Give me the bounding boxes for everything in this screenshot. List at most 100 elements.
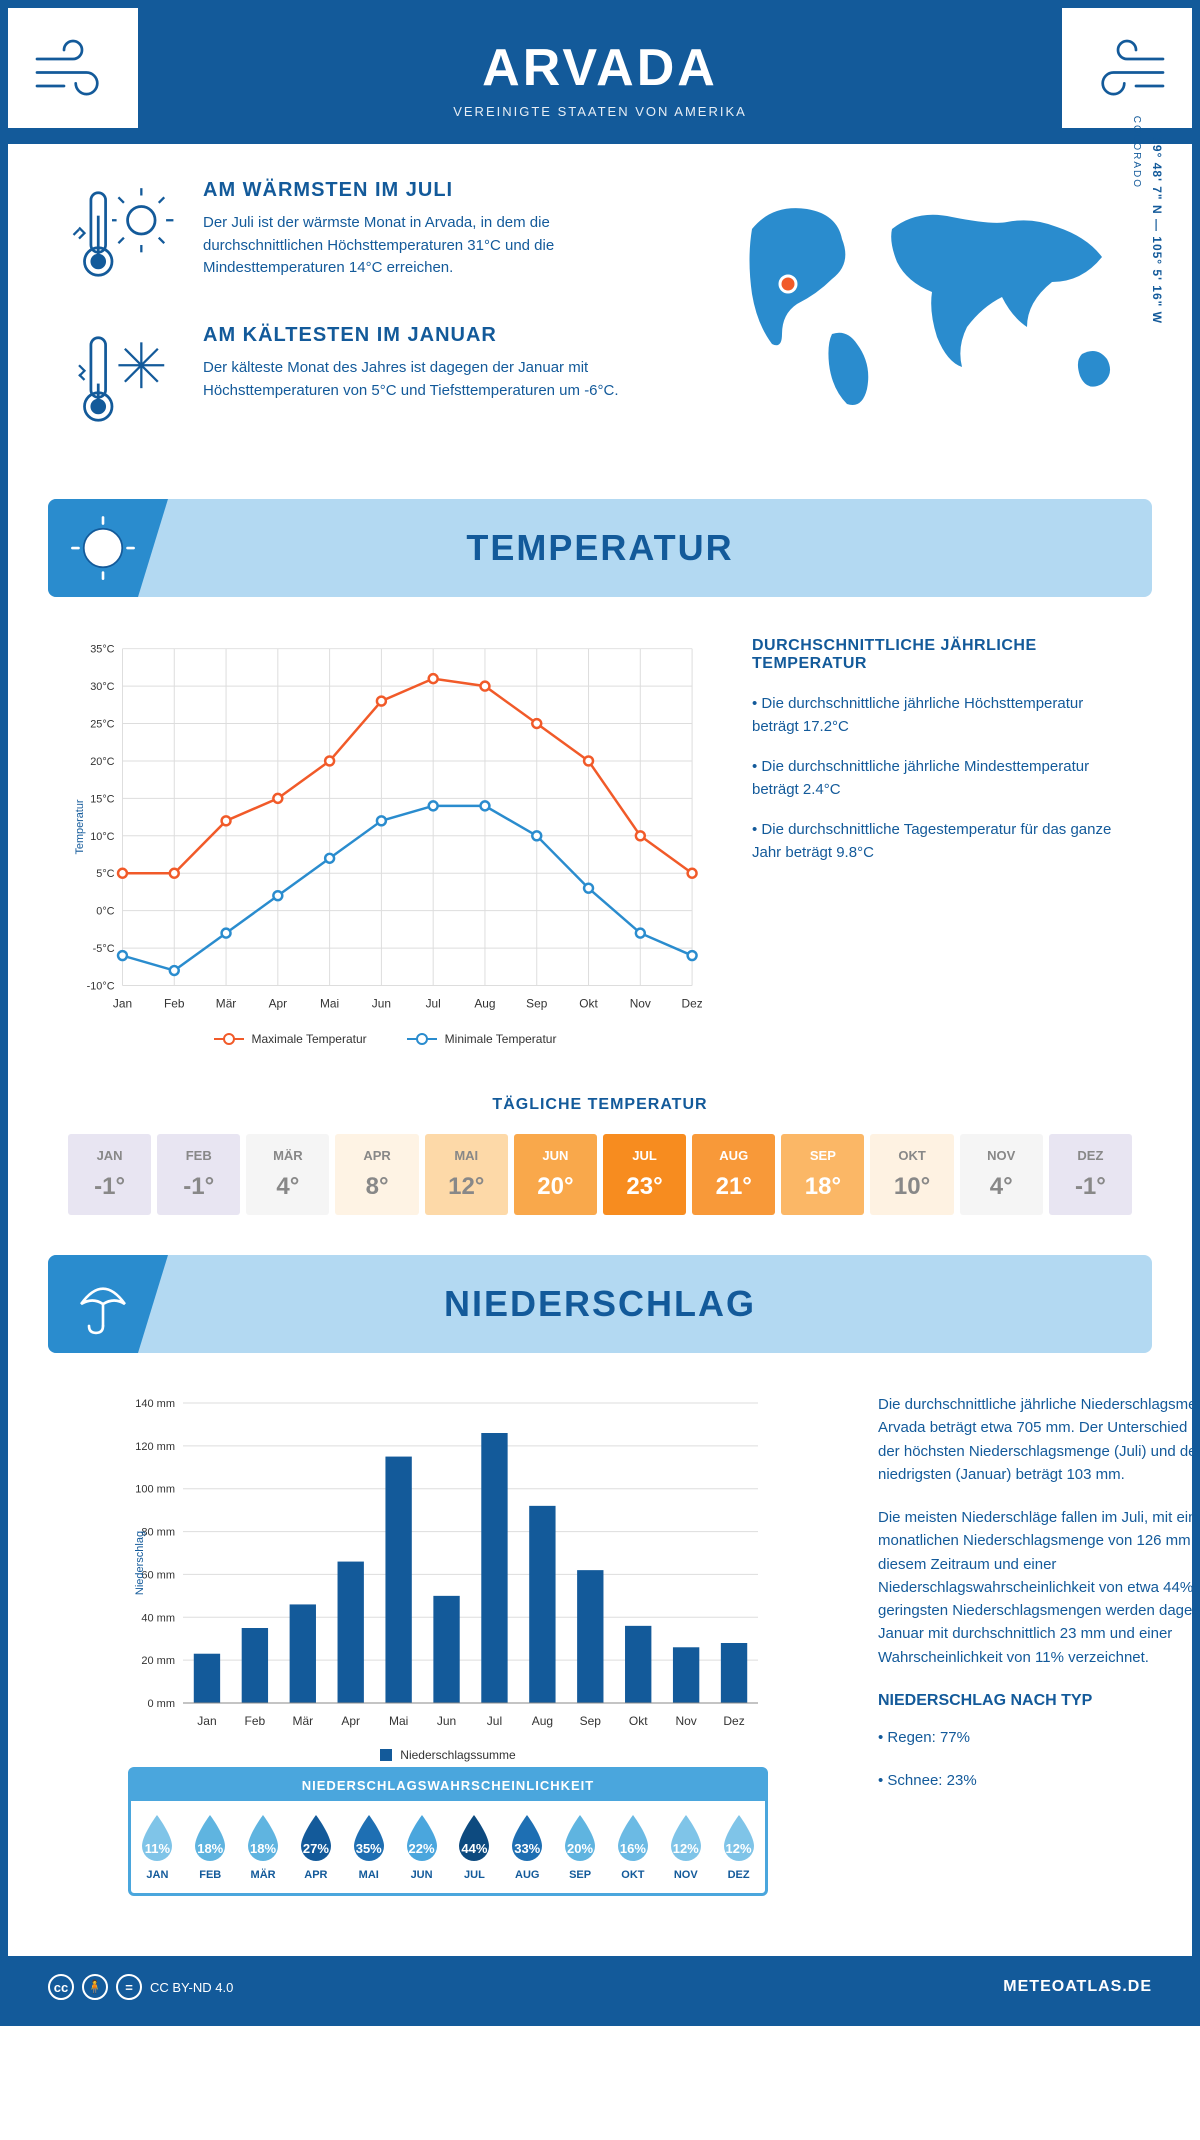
- precip-probability-box: NIEDERSCHLAGSWAHRSCHEINLICHKEIT 11%JAN18…: [128, 1767, 768, 1896]
- svg-text:Apr: Apr: [269, 996, 288, 1010]
- temp-legend: Maximale Temperatur Minimale Temperatur: [68, 1032, 702, 1046]
- license-text: CC BY-ND 4.0: [150, 1980, 233, 1995]
- wind-icon: [28, 23, 118, 113]
- footer: cc 🧍 = CC BY-ND 4.0 METEOATLAS.DE: [8, 1956, 1192, 2018]
- svg-text:80 mm: 80 mm: [141, 1527, 175, 1539]
- avg-temp-block: DURCHSCHNITTLICHE JÄHRLICHE TEMPERATUR •…: [752, 637, 1132, 1046]
- svg-text:Okt: Okt: [629, 1714, 648, 1728]
- precip-row: 0 mm20 mm40 mm60 mm80 mm100 mm120 mm140 …: [8, 1353, 1192, 1956]
- prob-grid: 11%JAN18%FEB18%MÄR27%APR35%MAI22%JUN44%J…: [131, 1801, 765, 1893]
- precip-legend: Niederschlagssumme: [68, 1748, 828, 1762]
- svg-text:25°C: 25°C: [90, 718, 114, 730]
- svg-text:35°C: 35°C: [90, 644, 114, 656]
- svg-text:Aug: Aug: [532, 1714, 553, 1728]
- daily-cell: JAN-1°: [68, 1134, 151, 1215]
- legend-min: Minimale Temperatur: [445, 1032, 557, 1046]
- daily-cell: JUL23°: [603, 1134, 686, 1215]
- warmest-fact: AM WÄRMSTEN IM JULI Der Juli ist der wär…: [68, 179, 672, 294]
- coldest-text: Der kälteste Monat des Jahres ist dagege…: [203, 357, 672, 402]
- svg-text:Jan: Jan: [113, 996, 132, 1010]
- daily-cell: SEP18°: [781, 1134, 864, 1215]
- svg-text:Jun: Jun: [372, 996, 391, 1010]
- prob-cell: 12%NOV: [659, 1801, 712, 1893]
- daily-cell: AUG21°: [692, 1134, 775, 1215]
- svg-text:Mär: Mär: [216, 996, 236, 1010]
- svg-text:Sep: Sep: [526, 996, 548, 1010]
- license: cc 🧍 = CC BY-ND 4.0: [48, 1974, 233, 2000]
- prob-cell: 16%OKT: [606, 1801, 659, 1893]
- precip-legend-label: Niederschlagssumme: [400, 1748, 515, 1762]
- precip-snow: • Schnee: 23%: [878, 1769, 1200, 1792]
- page: ARVADA VEREINIGTE STAATEN VON AMERIKA AM…: [0, 0, 1200, 2026]
- daily-cell: APR8°: [335, 1134, 418, 1215]
- svg-text:Dez: Dez: [723, 1714, 744, 1728]
- svg-text:60 mm: 60 mm: [141, 1569, 175, 1581]
- temp-heading: TEMPERATUR: [88, 527, 1112, 569]
- precip-text-block: Die durchschnittliche jährliche Niedersc…: [878, 1393, 1200, 1936]
- prob-cell: 35%MAI: [342, 1801, 395, 1893]
- prob-cell: 27%APR: [289, 1801, 342, 1893]
- prob-title: NIEDERSCHLAGSWAHRSCHEINLICHKEIT: [131, 1770, 765, 1801]
- precip-p1: Die durchschnittliche jährliche Niedersc…: [878, 1393, 1200, 1486]
- umbrella-icon: [48, 1255, 168, 1353]
- svg-text:Mär: Mär: [292, 1714, 313, 1728]
- cc-icon: cc: [48, 1974, 74, 2000]
- svg-text:15°C: 15°C: [90, 793, 114, 805]
- precip-chart-wrap: 0 mm20 mm40 mm60 mm80 mm100 mm120 mm140 …: [68, 1393, 828, 1936]
- city-title: ARVADA: [28, 38, 1172, 98]
- thermometer-snow-icon: [68, 324, 178, 439]
- svg-text:120 mm: 120 mm: [135, 1441, 175, 1453]
- svg-text:0 mm: 0 mm: [148, 1698, 176, 1710]
- svg-text:-5°C: -5°C: [93, 943, 115, 955]
- prob-cell: 12%DEZ: [712, 1801, 765, 1893]
- precip-rain: • Regen: 77%: [878, 1726, 1200, 1749]
- coldest-fact: AM KÄLTESTEN IM JANUAR Der kälteste Mona…: [68, 324, 672, 439]
- daily-cell: FEB-1°: [157, 1134, 240, 1215]
- svg-text:Apr: Apr: [341, 1714, 360, 1728]
- avg-title: DURCHSCHNITTLICHE JÄHRLICHE TEMPERATUR: [752, 637, 1132, 673]
- daily-temp-title: TÄGLICHE TEMPERATUR: [8, 1096, 1192, 1114]
- prob-cell: 22%JUN: [395, 1801, 448, 1893]
- svg-text:Dez: Dez: [682, 996, 702, 1010]
- daily-cell: OKT10°: [870, 1134, 953, 1215]
- svg-text:5°C: 5°C: [96, 868, 114, 880]
- svg-text:Feb: Feb: [164, 996, 185, 1010]
- daily-cell: MÄR4°: [246, 1134, 329, 1215]
- svg-text:Okt: Okt: [579, 996, 598, 1010]
- svg-text:Niederschlag: Niederschlag: [134, 1531, 146, 1595]
- prob-cell: 11%JAN: [131, 1801, 184, 1893]
- svg-text:Mai: Mai: [389, 1714, 408, 1728]
- daily-cell: MAI12°: [425, 1134, 508, 1215]
- svg-text:30°C: 30°C: [90, 681, 114, 693]
- prob-cell: 44%JUL: [448, 1801, 501, 1893]
- world-map-icon: [712, 179, 1132, 419]
- temperature-section-header: TEMPERATUR: [48, 499, 1152, 597]
- coldest-title: AM KÄLTESTEN IM JANUAR: [203, 324, 672, 347]
- temperature-row: -10°C-5°C0°C5°C10°C15°C20°C25°C30°C35°CJ…: [8, 597, 1192, 1086]
- svg-text:Aug: Aug: [474, 996, 495, 1010]
- svg-text:-10°C: -10°C: [87, 980, 115, 992]
- svg-text:20°C: 20°C: [90, 756, 114, 768]
- wind-icon: [1082, 23, 1172, 113]
- facts-column: AM WÄRMSTEN IM JULI Der Juli ist der wär…: [68, 179, 672, 469]
- country-subtitle: VEREINIGTE STAATEN VON AMERIKA: [28, 104, 1172, 119]
- prob-cell: 18%FEB: [184, 1801, 237, 1893]
- avg-p2: • Die durchschnittliche jährliche Mindes…: [752, 756, 1132, 801]
- world-map: COLORADO 39° 48' 7" N — 105° 5' 16" W: [712, 179, 1132, 469]
- nd-icon: =: [116, 1974, 142, 2000]
- svg-text:Temperatur: Temperatur: [74, 799, 86, 854]
- svg-text:10°C: 10°C: [90, 831, 114, 843]
- svg-text:Jun: Jun: [437, 1714, 456, 1728]
- sun-icon: [48, 499, 168, 597]
- svg-text:140 mm: 140 mm: [135, 1398, 175, 1410]
- svg-text:Sep: Sep: [580, 1714, 602, 1728]
- daily-cell: JUN20°: [514, 1134, 597, 1215]
- by-icon: 🧍: [82, 1974, 108, 2000]
- svg-text:100 mm: 100 mm: [135, 1484, 175, 1496]
- intro-section: AM WÄRMSTEN IM JULI Der Juli ist der wär…: [8, 144, 1192, 499]
- svg-text:Jul: Jul: [487, 1714, 502, 1728]
- header: ARVADA VEREINIGTE STAATEN VON AMERIKA: [8, 8, 1192, 144]
- precip-heading: NIEDERSCHLAG: [88, 1283, 1112, 1325]
- coordinates: 39° 48' 7" N — 105° 5' 16" W: [1150, 137, 1164, 324]
- prob-cell: 33%AUG: [501, 1801, 554, 1893]
